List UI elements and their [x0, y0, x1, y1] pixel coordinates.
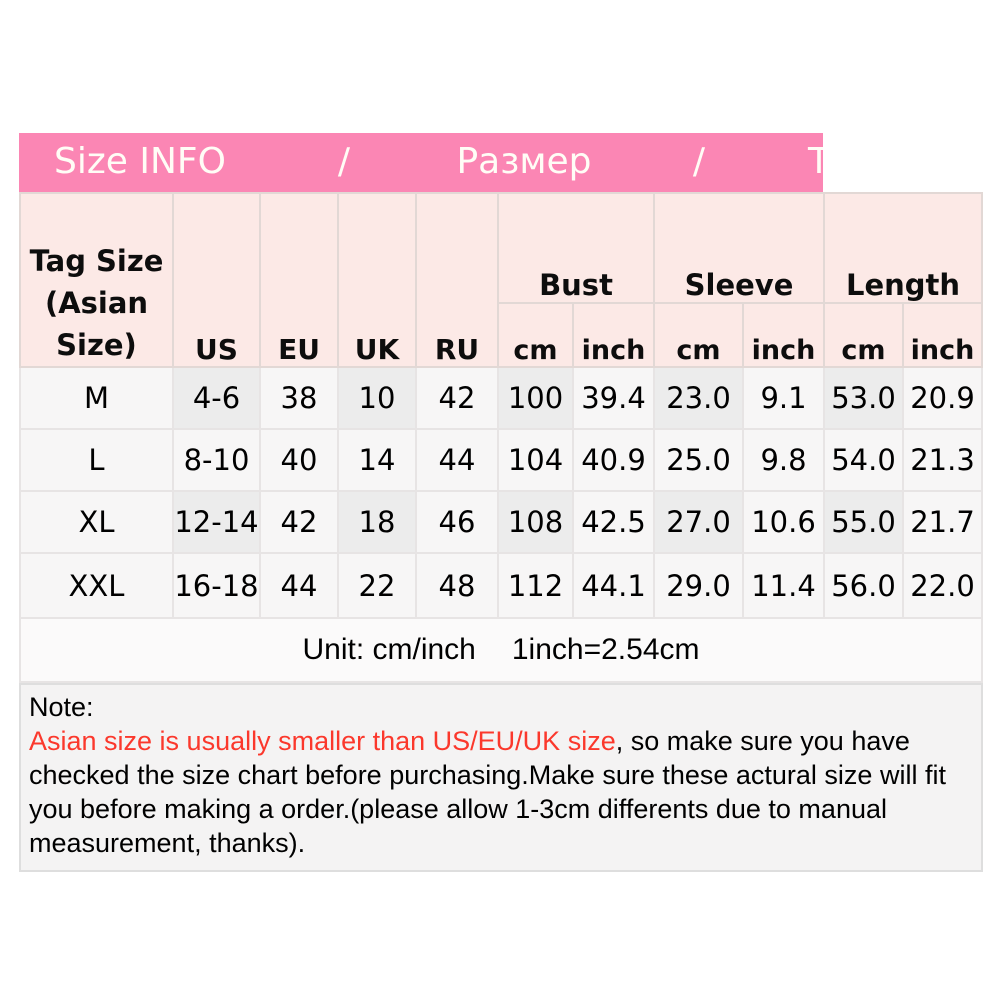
cell-sleeve-cm: 23.0 [653, 366, 744, 430]
cell-sleeve-cm: 25.0 [653, 428, 744, 492]
cell-length-inch: 22.0 [902, 552, 983, 619]
cell-sleeve-cm: 27.0 [653, 490, 744, 554]
cell-uk: 22 [337, 552, 417, 619]
cell-tag: XL [19, 490, 174, 554]
table-row-l: L 8-10 40 14 44 104 40.9 25.0 9.8 54.0 2… [19, 428, 983, 492]
cell-length-inch: 20.9 [902, 366, 983, 430]
title-razmer: Размер [456, 140, 592, 182]
title-cropped-letter: T [808, 140, 823, 182]
title-bar: Size INFO / Размер / T [19, 133, 983, 192]
unit-note-left: Unit: cm/inch [302, 633, 476, 666]
cell-us: 12-14 [172, 490, 261, 554]
cell-sleeve-inch: 11.4 [742, 552, 825, 619]
cell-ru: 48 [415, 552, 499, 619]
cell-length-cm: 56.0 [823, 552, 904, 619]
cell-length-inch: 21.7 [902, 490, 983, 554]
cell-bust-inch: 44.1 [572, 552, 655, 619]
cell-length-cm: 55.0 [823, 490, 904, 554]
cell-length-inch: 21.3 [902, 428, 983, 492]
subcol-bust-cm: cm [497, 302, 574, 368]
col-group-length: Length [823, 192, 983, 304]
cell-length-cm: 54.0 [823, 428, 904, 492]
cell-sleeve-inch: 9.1 [742, 366, 825, 430]
title-pink-band: Size INFO / Размер / T [19, 133, 823, 192]
cell-us: 4-6 [172, 366, 261, 430]
col-header-tag-size: Tag Size (Asian Size) [19, 192, 174, 368]
cell-bust-inch: 42.5 [572, 490, 655, 554]
cell-ru: 42 [415, 366, 499, 430]
cell-bust-inch: 40.9 [572, 428, 655, 492]
table-row-xl: XL 12-14 42 18 46 108 42.5 27.0 10.6 55.… [19, 490, 983, 554]
size-chart-sheet: Size INFO / Размер / T Tag Size (Asian S… [19, 133, 983, 683]
cell-eu: 38 [259, 366, 339, 430]
col-header-eu: EU [259, 192, 339, 368]
unit-row: Unit: cm/inch 1inch=2.54cm [19, 617, 983, 683]
cell-tag: XXL [19, 552, 174, 619]
cell-sleeve-inch: 10.6 [742, 490, 825, 554]
subcol-length-inch: inch [902, 302, 983, 368]
cell-eu: 40 [259, 428, 339, 492]
unit-note-right: 1inch=2.54cm [511, 633, 700, 666]
col-header-us: US [172, 192, 261, 368]
col-group-sleeve: Sleeve [653, 192, 825, 304]
note-label: Note: [29, 692, 94, 722]
title-separator: / [692, 140, 706, 182]
cell-tag: L [19, 428, 174, 492]
col-header-ru: RU [415, 192, 499, 368]
subcol-sleeve-inch: inch [742, 302, 825, 368]
note-red-sentence: Asian size is usually smaller than US/EU… [29, 726, 616, 756]
size-table: Tag Size (Asian Size) US EU UK RU Bust S… [19, 192, 983, 683]
title-separator: / [337, 140, 351, 182]
cell-bust-cm: 100 [497, 366, 574, 430]
cell-bust-cm: 112 [497, 552, 574, 619]
table-row-m: M 4-6 38 10 42 100 39.4 23.0 9.1 53.0 20… [19, 366, 983, 430]
cell-us: 8-10 [172, 428, 261, 492]
cell-eu: 42 [259, 490, 339, 554]
col-group-bust: Bust [497, 192, 655, 304]
cell-us: 16-18 [172, 552, 261, 619]
cell-sleeve-cm: 29.0 [653, 552, 744, 619]
cell-bust-inch: 39.4 [572, 366, 655, 430]
title-size-info: Size INFO [54, 140, 226, 182]
subcol-length-cm: cm [823, 302, 904, 368]
col-header-uk: UK [337, 192, 417, 368]
note-black-sentence: , so make sure you have checked the size… [29, 726, 946, 858]
note-text: Asian size is usually smaller than US/EU… [29, 724, 969, 860]
cell-bust-cm: 108 [497, 490, 574, 554]
cell-uk: 10 [337, 366, 417, 430]
cell-ru: 44 [415, 428, 499, 492]
subcol-sleeve-cm: cm [653, 302, 744, 368]
cell-sleeve-inch: 9.8 [742, 428, 825, 492]
cell-eu: 44 [259, 552, 339, 619]
cell-uk: 14 [337, 428, 417, 492]
unit-note: Unit: cm/inch 1inch=2.54cm [19, 617, 983, 683]
table-row-xxl: XXL 16-18 44 22 48 112 44.1 29.0 11.4 56… [19, 552, 983, 619]
cell-length-cm: 53.0 [823, 366, 904, 430]
cell-ru: 46 [415, 490, 499, 554]
cell-uk: 18 [337, 490, 417, 554]
cell-bust-cm: 104 [497, 428, 574, 492]
note-box: Note: Asian size is usually smaller than… [19, 683, 983, 872]
subcol-bust-inch: inch [572, 302, 655, 368]
cell-tag: M [19, 366, 174, 430]
